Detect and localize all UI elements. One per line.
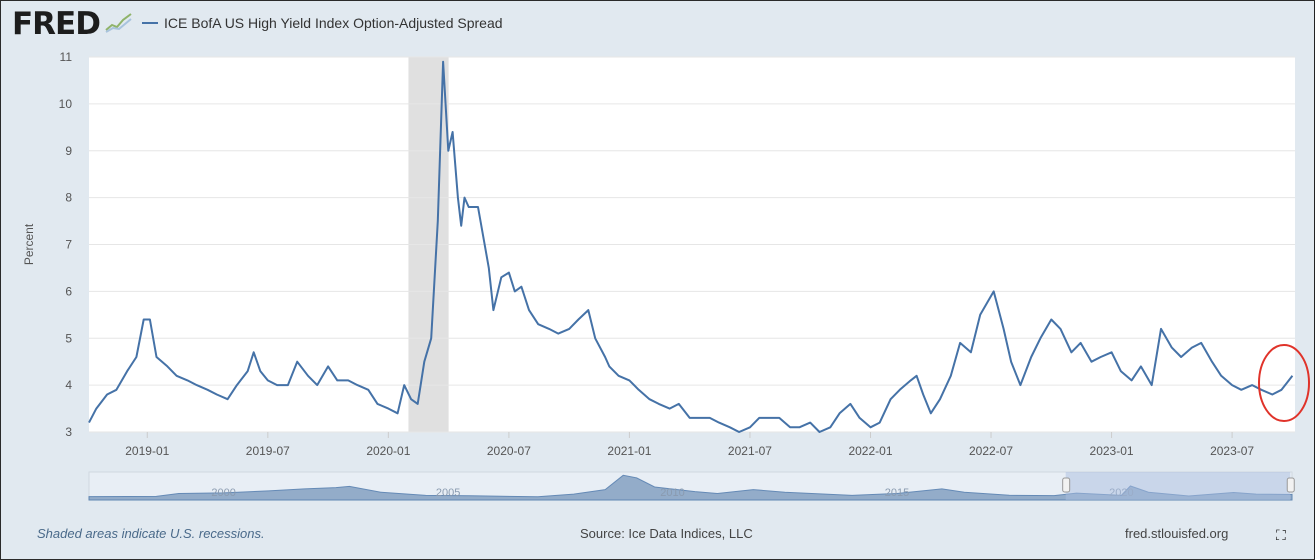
x-tick-label: 2020-07 [487, 444, 531, 458]
y-tick-label: 6 [65, 284, 72, 298]
x-tick-label: 2022-01 [848, 444, 892, 458]
legend[interactable]: ICE BofA US High Yield Index Option-Adju… [142, 15, 503, 31]
x-tick-label: 2020-01 [366, 444, 410, 458]
source-text: Source: Ice Data Indices, LLC [580, 526, 753, 541]
fullscreen-icon[interactable]: ⛶ [1276, 527, 1286, 543]
recession-note: Shaded areas indicate U.S. recessions. [37, 526, 265, 541]
navigator-label: 2010 [660, 487, 684, 499]
x-tick-label: 2022-07 [969, 444, 1013, 458]
fred-chart-logo-icon [105, 13, 132, 33]
y-tick-label: 5 [65, 331, 72, 345]
legend-label: ICE BofA US High Yield Index Option-Adju… [164, 15, 503, 31]
navigator-handle[interactable] [1286, 477, 1295, 493]
x-tick-label: 2021-07 [728, 444, 772, 458]
x-tick-label: 2023-07 [1210, 444, 1254, 458]
x-tick-label: 2019-07 [246, 444, 290, 458]
fred-logo[interactable]: FRED [12, 6, 101, 42]
y-axis-label: Percent [22, 223, 36, 265]
y-tick-label: 8 [65, 191, 72, 205]
y-tick-label: 11 [60, 50, 73, 64]
x-tick-label: 2023-01 [1090, 444, 1134, 458]
navigator-label: 2000 [211, 487, 235, 499]
x-tick-label: 2019-01 [125, 444, 169, 458]
y-tick-label: 10 [59, 97, 73, 111]
y-tick-label: 9 [65, 144, 72, 158]
x-tick-label: 2021-01 [607, 444, 651, 458]
y-tick-label: 7 [65, 238, 72, 252]
chart-svg: 3 4 5 6 7 8 9 10 11 2019-01 2019-07 2020-01 2020-07 2… [22, 50, 1310, 501]
y-tick-label: 3 [65, 425, 72, 439]
navigator-label: 2005 [436, 487, 460, 499]
navigator-label: 2015 [885, 487, 909, 499]
navigator-handle[interactable] [1062, 477, 1071, 493]
legend-swatch [142, 22, 158, 24]
series-line [88, 60, 1294, 433]
navigator-selection [1065, 472, 1291, 500]
y-tick-label: 4 [65, 378, 72, 392]
annotation-circle [1258, 344, 1310, 422]
site-link[interactable]: fred.stlouisfed.org [1125, 526, 1229, 541]
